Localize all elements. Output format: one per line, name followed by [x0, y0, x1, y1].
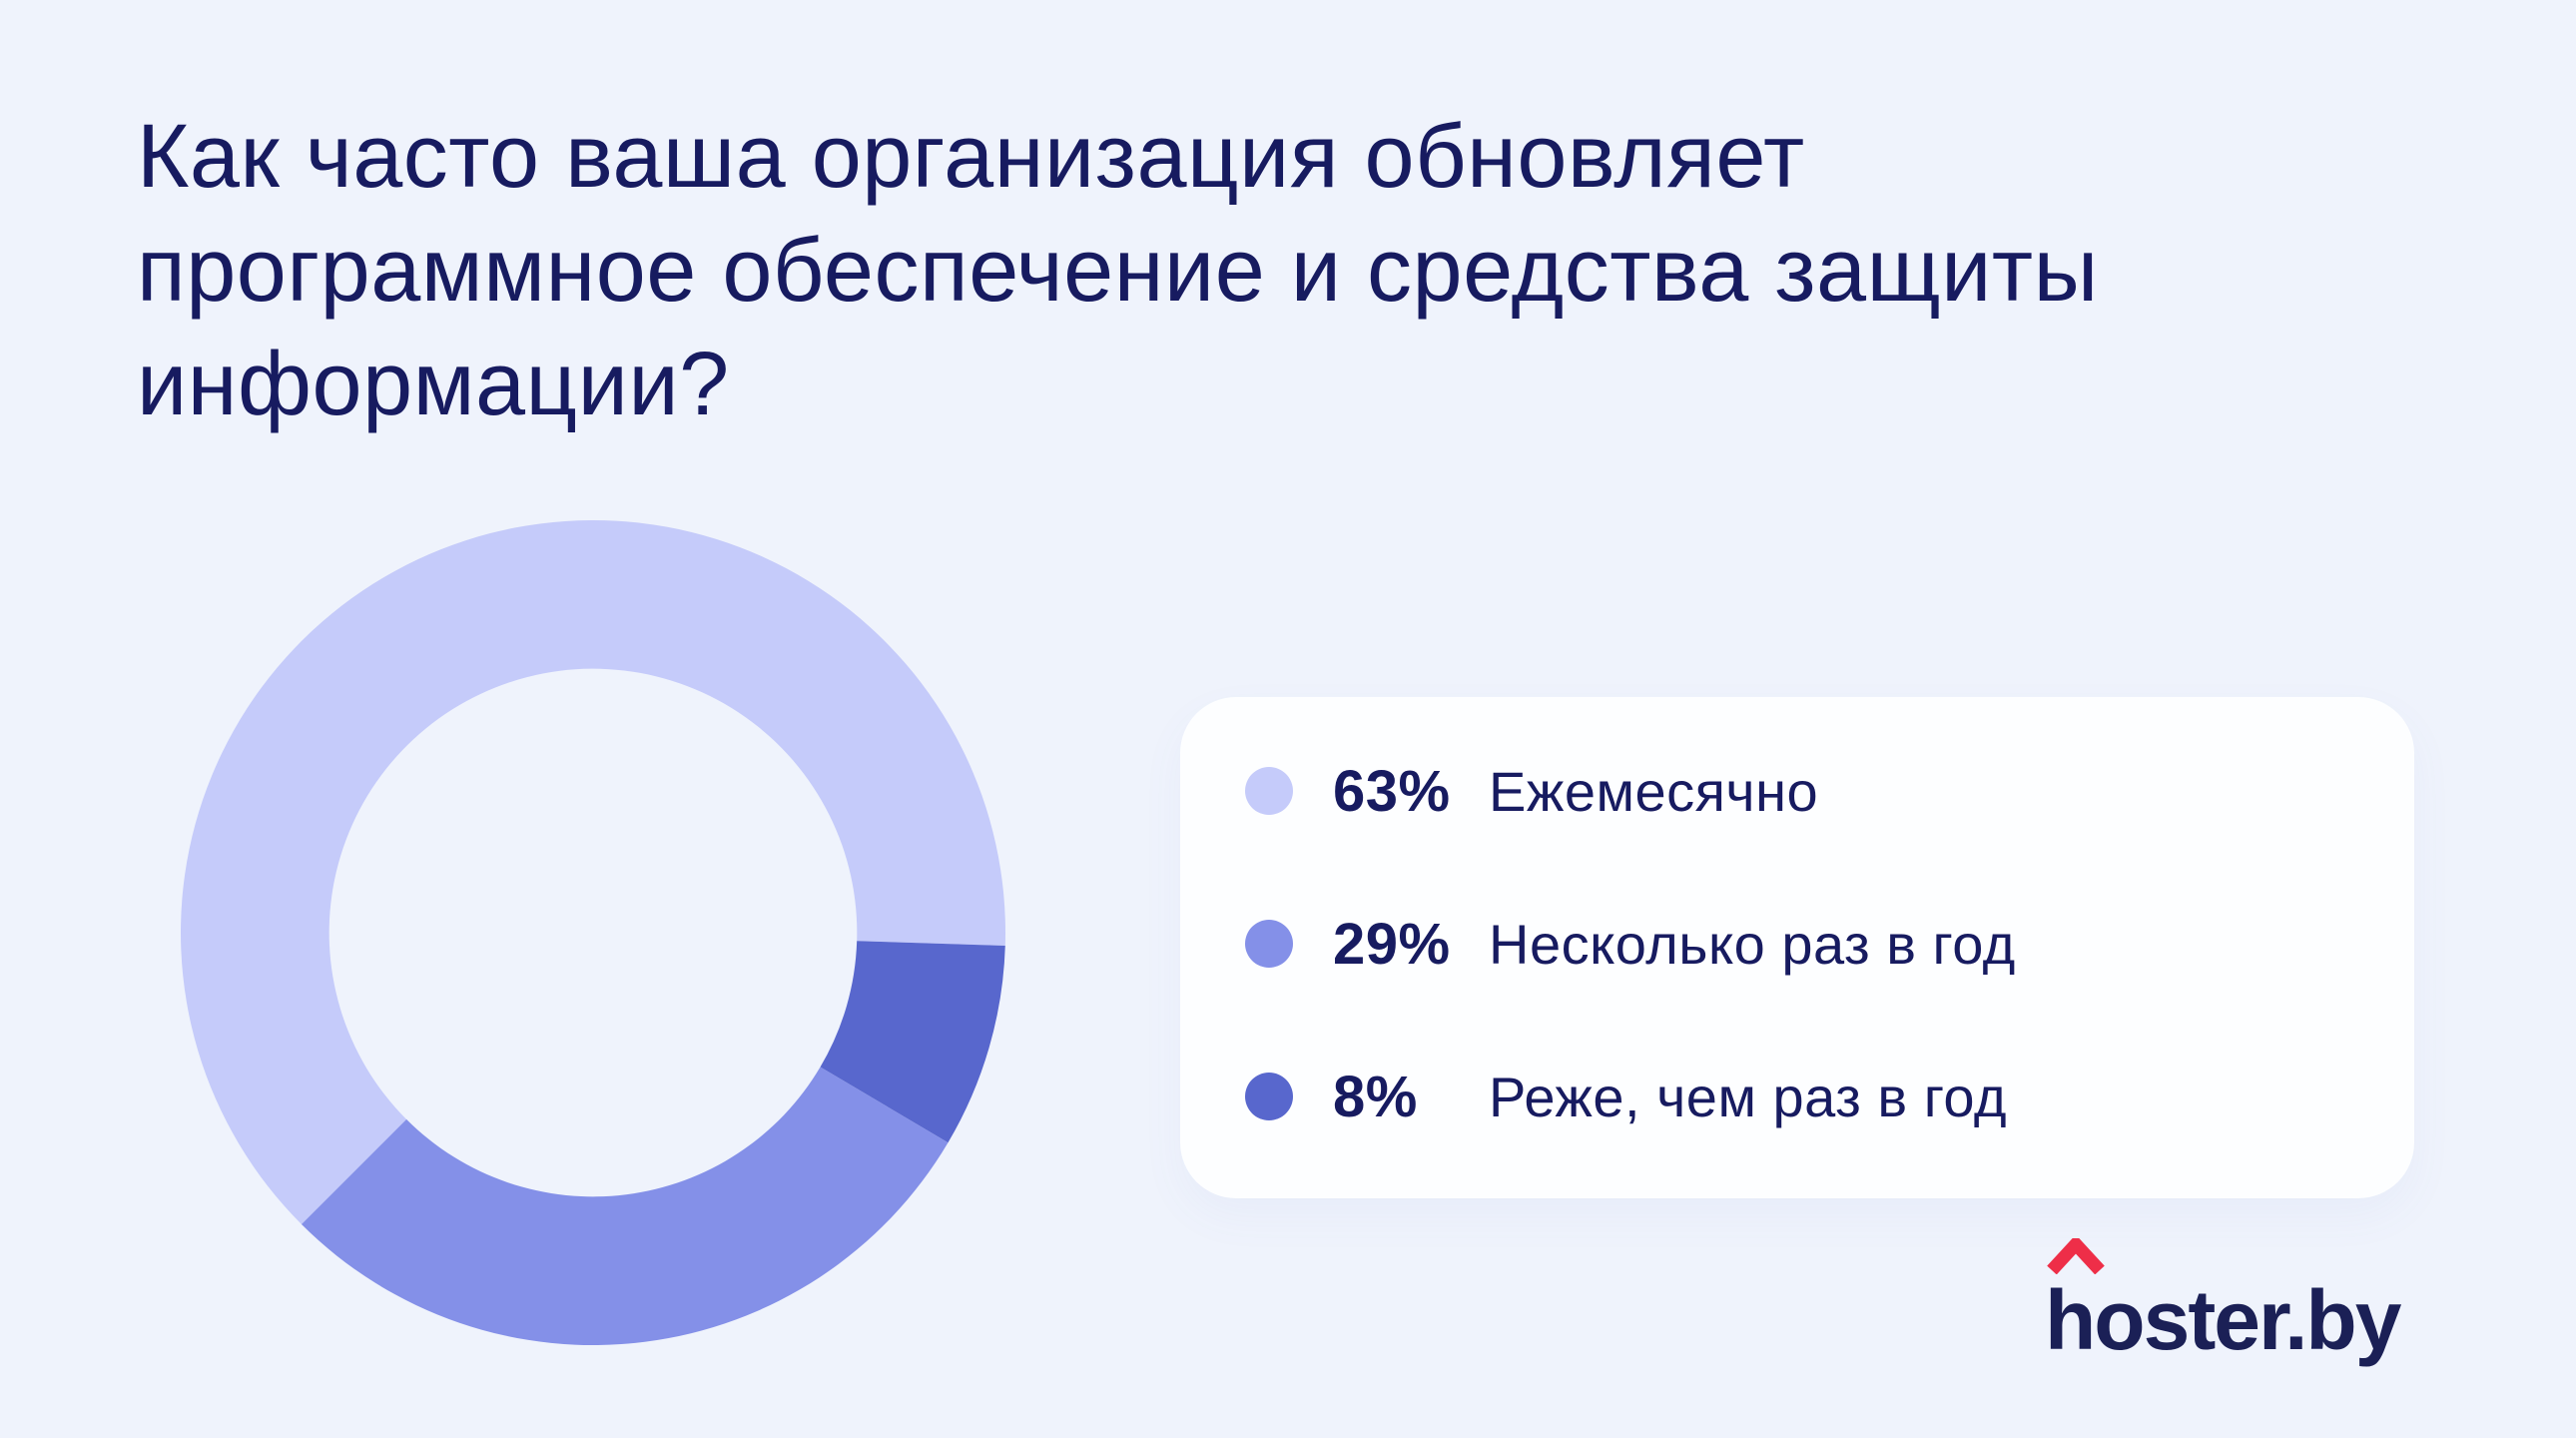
legend-percent: 63%	[1333, 758, 1451, 824]
title-line-3: информации?	[137, 335, 730, 434]
legend-row: 29% Несколько раз в год	[1245, 910, 2374, 978]
page-title: Как часто ваша организация обновляет про…	[137, 100, 2433, 441]
legend-label: Несколько раз в год	[1489, 912, 2016, 976]
legend-dot	[1245, 920, 1293, 968]
donut-segment	[181, 520, 1005, 1225]
legend-card: 63% Ежемесячно 29% Несколько раз в год 8…	[1180, 697, 2414, 1198]
legend-label: Ежемесячно	[1489, 759, 1819, 823]
roof-chevron-icon	[2047, 1238, 2105, 1274]
legend-dot	[1245, 767, 1293, 815]
title-line-1: Как часто ваша организация обновляет	[137, 107, 1805, 207]
legend-dot	[1245, 1073, 1293, 1120]
title-line-2: программное обеспечение и средства защит…	[137, 221, 2099, 321]
donut-chart-svg	[181, 520, 1005, 1345]
hoster-by-logo: hoster.by	[2045, 1238, 2401, 1367]
legend-row: 8% Реже, чем раз в год	[1245, 1063, 2374, 1130]
legend-row: 63% Ежемесячно	[1245, 757, 2374, 825]
legend-percent: 29%	[1333, 911, 1451, 977]
logo-text: hoster.by	[2045, 1273, 2401, 1367]
legend-percent: 8%	[1333, 1064, 1418, 1129]
donut-segment	[301, 1067, 949, 1345]
donut-chart	[181, 520, 1005, 1345]
donut-segment	[820, 941, 1005, 1143]
legend-label: Реже, чем раз в год	[1489, 1065, 2007, 1128]
